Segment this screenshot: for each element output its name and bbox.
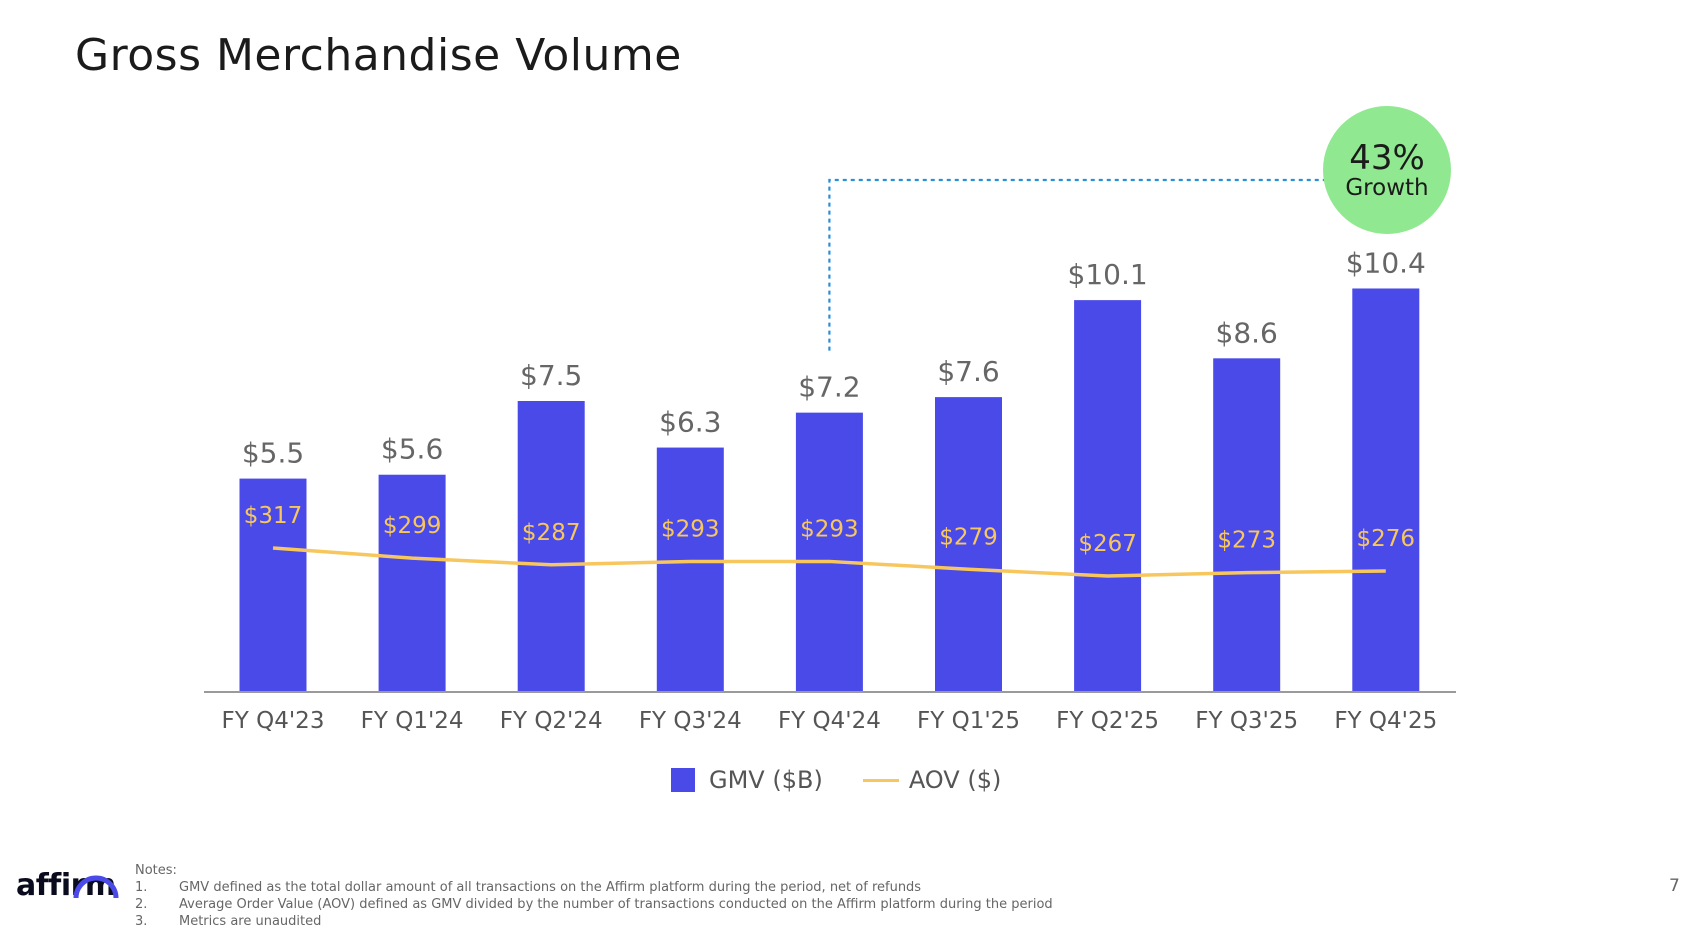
- x-tick-label: FY Q2'25: [1056, 708, 1159, 734]
- aov-legend-label: AOV ($): [908, 766, 1002, 794]
- gmv-value-label: $7.2: [798, 371, 860, 404]
- gmv-bar: [378, 474, 446, 692]
- gmv-value-label: $5.6: [381, 433, 443, 466]
- note-number: 2.: [135, 897, 148, 912]
- gmv-value-label: $6.3: [659, 406, 721, 439]
- aov-value-label: $279: [939, 524, 998, 550]
- note-text: Average Order Value (AOV) defined as GMV…: [179, 897, 1053, 912]
- gmv-value-label: $7.6: [937, 355, 999, 388]
- aov-labels-group: $317 $299 $287 $293 $293 $279 $267 $273 $276: [244, 503, 1415, 557]
- growth-word: Growth: [1345, 175, 1429, 201]
- x-tick-label: FY Q4'23: [222, 708, 325, 734]
- x-tick-label: FY Q3'24: [639, 708, 742, 734]
- x-tick-label: FY Q4'24: [778, 708, 881, 734]
- aov-value-label: $317: [244, 503, 303, 529]
- x-tick-label: FY Q2'24: [500, 708, 603, 734]
- growth-bubble: 43% Growth: [1323, 106, 1451, 234]
- x-tick-label: FY Q4'25: [1334, 708, 1437, 734]
- gmv-bar: [795, 412, 863, 692]
- gmv-bar: [656, 447, 724, 692]
- gmv-legend-label: GMV ($B): [709, 766, 823, 794]
- gmv-bar: [935, 397, 1002, 692]
- growth-connector: [828, 178, 1325, 351]
- gmv-bar: [1352, 288, 1420, 692]
- gmv-bar: [1074, 300, 1142, 692]
- aov-value-label: $276: [1357, 526, 1416, 552]
- aov-line: [272, 546, 1386, 578]
- aov-value-label: $299: [383, 513, 442, 539]
- note-text: GMV defined as the total dollar amount o…: [179, 880, 922, 895]
- gmv-value-label: $8.6: [1216, 316, 1278, 349]
- bars-group: [239, 288, 1420, 692]
- aov-value-label: $267: [1078, 531, 1137, 557]
- note-item: 1. GMV defined as the total dollar amoun…: [135, 879, 1053, 896]
- bar-labels-group: $5.5 $5.6 $7.5 $6.3 $7.2 $7.6 $10.1 $8.6 $10.4: [242, 246, 1426, 469]
- gmv-bar: [517, 401, 585, 692]
- x-tick-label: FY Q1'25: [917, 708, 1020, 734]
- gmv-legend-swatch: [671, 768, 695, 792]
- notes-heading: Notes:: [135, 863, 177, 878]
- aov-value-label: $293: [661, 516, 720, 542]
- aov-value-label: $273: [1217, 528, 1276, 554]
- gmv-value-label: $10.1: [1068, 258, 1148, 291]
- legend: GMV ($B) AOV ($): [671, 766, 1001, 794]
- affirm-logo-arc: [73, 875, 119, 899]
- gmv-value-label: $7.5: [520, 359, 582, 392]
- note-number: 1.: [135, 880, 148, 895]
- affirm-logo: affirm: [16, 868, 116, 903]
- gmv-bar: [1213, 358, 1281, 692]
- growth-pct: 43%: [1349, 138, 1425, 178]
- footnotes: Notes: 1. GMV defined as the total dolla…: [135, 862, 1053, 930]
- gmv-bar: [239, 478, 307, 692]
- aov-legend-swatch: [862, 778, 899, 782]
- page-title: Gross Merchandise Volume: [75, 30, 682, 81]
- aov-value-label: $287: [522, 520, 581, 546]
- category-labels-group: FY Q4'23 FY Q1'24 FY Q2'24 FY Q3'24 FY Q4'24…: [222, 708, 1438, 734]
- note-item: 2. Average Order Value (AOV) defined as …: [135, 896, 1053, 913]
- x-tick-label: FY Q1'24: [361, 708, 464, 734]
- aov-value-label: $293: [800, 516, 859, 542]
- page-number: 7: [1669, 876, 1680, 896]
- gmv-value-label: $5.5: [242, 437, 304, 470]
- x-tick-label: FY Q3'25: [1195, 708, 1298, 734]
- gmv-value-label: $10.4: [1346, 246, 1426, 279]
